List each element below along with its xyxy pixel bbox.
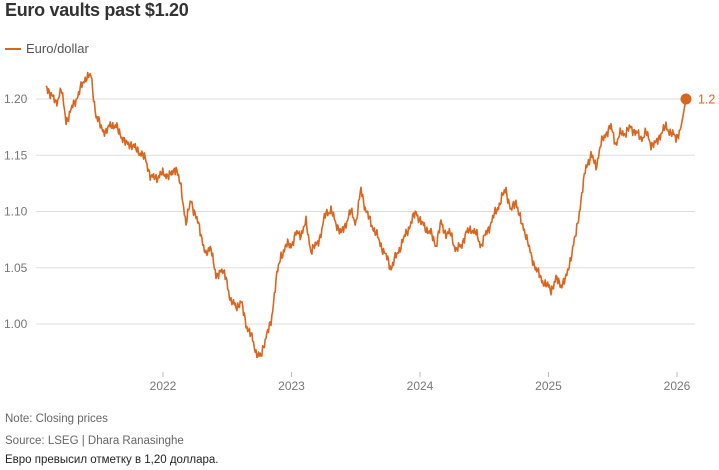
x-tick-label: 2026 xyxy=(664,379,691,393)
x-tick-label: 2022 xyxy=(150,379,177,393)
chart-source: Source: LSEG | Dhara Ranasinghe xyxy=(5,435,184,447)
end-value-label: 1.2 xyxy=(698,93,715,107)
y-tick-label: 1.10 xyxy=(4,205,28,219)
end-point-marker xyxy=(680,93,692,105)
y-tick-label: 1.20 xyxy=(4,92,28,106)
chart-title: Euro vaults past $1.20 xyxy=(5,0,189,20)
chart-note: Note: Closing prices xyxy=(5,413,108,425)
x-tick-label: 2025 xyxy=(535,379,562,393)
legend-swatch xyxy=(5,47,21,50)
series-line-euro-dollar xyxy=(45,71,687,359)
caption: Евро превысил отметку в 1,20 доллара. xyxy=(5,454,219,466)
y-tick-label: 1.15 xyxy=(4,148,28,162)
y-tick-label: 1.05 xyxy=(4,261,28,275)
legend: Euro/dollar xyxy=(5,41,89,56)
x-tick-label: 2024 xyxy=(407,379,434,393)
y-tick-label: 1.00 xyxy=(4,317,28,331)
x-tick-label: 2023 xyxy=(278,379,305,393)
legend-label: Euro/dollar xyxy=(26,41,89,56)
